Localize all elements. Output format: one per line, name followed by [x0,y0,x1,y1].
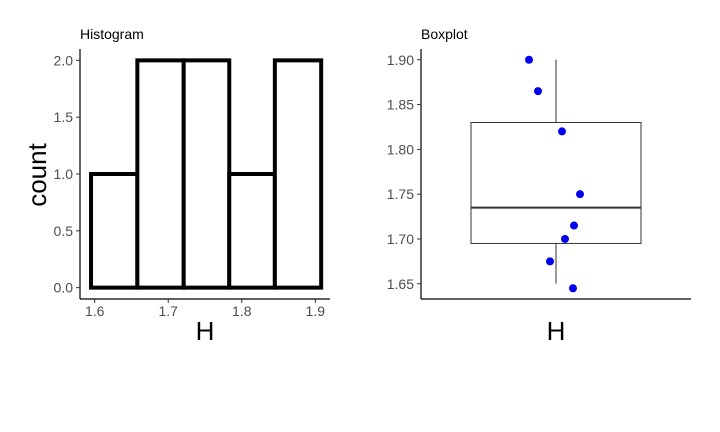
histogram-bar-5 [272,58,324,290]
histogram-x-tick-label: 1.7 [159,303,179,319]
histogram-bars [89,58,324,290]
histogram-bar-1 [89,172,140,290]
histogram-x-tick-label: 1.6 [85,303,105,319]
boxplot-point-7 [546,257,554,266]
boxplot-axes: 1.65 1.70 1.75 1.80 1.85 1.90 [387,49,691,300]
boxplot-point-3 [558,127,566,136]
histogram-x-tick-label: 1.8 [232,303,252,319]
histogram-bar-2 [135,58,186,290]
boxplot-point-4 [576,190,584,199]
histogram-y-tick-label: 1.0 [54,166,74,182]
boxplot-title: Boxplot [421,26,468,42]
boxplot-y-tick-label: 1.90 [387,52,414,68]
boxplot-iqr-box [470,121,642,244]
histogram-y-tick-label: 0.5 [54,223,74,239]
histogram-y-tick-label: 0.0 [54,280,74,296]
boxplot-points [525,55,584,293]
boxplot-panel: Boxplot H 1.65 1.70 1.75 1.80 1.85 1.90 [387,26,691,346]
boxplot-y-tick-label: 1.65 [387,276,414,292]
histogram-y-tick-label: 2.0 [54,52,74,68]
boxplot-x-axis-label: H [547,316,566,346]
boxplot-point-2 [534,87,542,96]
boxplot-point-1 [525,55,533,64]
histogram-y-axis-label: count [22,142,52,206]
boxplot-point-6 [561,234,569,243]
boxplot-y-tick-label: 1.75 [387,186,414,202]
boxplot-y-tick-label: 1.70 [387,231,414,247]
boxplot-y-tick-label: 1.80 [387,141,414,157]
boxplot-y-tick-label: 1.85 [387,97,414,113]
histogram-axes: 0.0 0.5 1.0 1.5 2.0 1.6 1.7 1.8 1.9 [54,49,330,319]
histogram-y-tick-label: 1.5 [54,109,74,125]
boxplot-point-8 [569,284,577,293]
histogram-title: Histogram [80,26,144,42]
histogram-x-axis-label: H [196,316,215,346]
histogram-bar-4 [227,172,277,290]
histogram-bar-3 [181,58,232,290]
histogram-x-tick-label: 1.9 [306,303,326,319]
boxplot-point-5 [570,221,578,230]
histogram-panel: Histogram count H 0.0 0.5 1.0 1.5 2.0 1.6 1.7 1… [22,26,330,346]
boxplot-box [470,59,642,284]
